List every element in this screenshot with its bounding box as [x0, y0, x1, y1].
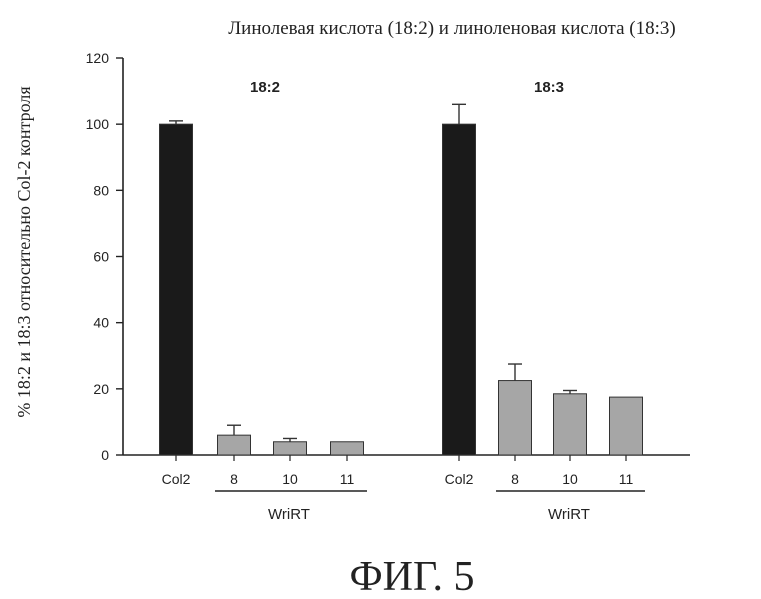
- y-tick-label: 100: [86, 116, 110, 132]
- y-tick-label: 60: [93, 249, 109, 265]
- subgroup-label: WriRT: [268, 506, 310, 523]
- bar: [499, 381, 532, 455]
- bars: [160, 104, 643, 455]
- figure-caption: ФИГ. 5: [349, 554, 474, 599]
- bar: [443, 124, 476, 455]
- category-label: Col2: [445, 471, 474, 487]
- category-label: 8: [511, 471, 519, 487]
- category-label: 10: [562, 471, 578, 487]
- category-label: Col2: [162, 471, 191, 487]
- category-label: 8: [230, 471, 238, 487]
- y-tick-label: 20: [93, 381, 109, 397]
- bar: [610, 397, 643, 455]
- y-tick-label: 120: [86, 50, 110, 66]
- bar: [218, 435, 251, 455]
- y-axis-label: % 18:2 и 18:3 относительно Col-2 контрол…: [14, 86, 34, 417]
- category-label: 10: [282, 471, 298, 487]
- y-tick-label: 80: [93, 182, 109, 198]
- chart-title: Линолевая кислота (18:2) и линоленовая к…: [228, 18, 675, 39]
- group-label: 18:2: [250, 79, 280, 96]
- group-label: 18:3: [534, 79, 564, 96]
- bar: [274, 442, 307, 455]
- y-tick-label: 0: [101, 447, 109, 463]
- y-tick-label: 40: [93, 315, 109, 331]
- category-label: 11: [340, 471, 355, 487]
- bar: [331, 442, 364, 455]
- subgroup-label: WriRT: [548, 506, 590, 523]
- category-label: 11: [619, 471, 634, 487]
- bar: [554, 394, 587, 455]
- bar: [160, 124, 193, 455]
